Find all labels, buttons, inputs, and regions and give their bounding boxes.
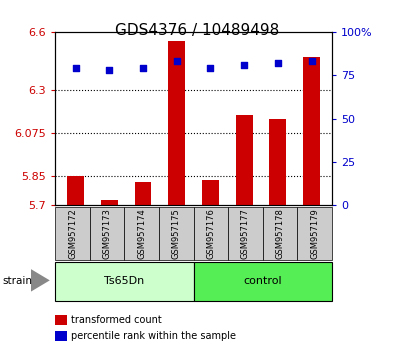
Bar: [67, 176, 84, 205]
Text: GSM957175: GSM957175: [172, 208, 181, 259]
Point: [308, 58, 315, 64]
Point: [140, 65, 146, 71]
Text: GSM957172: GSM957172: [68, 208, 77, 259]
Text: strain: strain: [2, 276, 32, 286]
Bar: [168, 41, 185, 205]
Bar: [135, 182, 151, 205]
Bar: [101, 200, 118, 205]
Point: [275, 60, 281, 66]
Text: GSM957177: GSM957177: [241, 208, 250, 259]
Point: [241, 62, 247, 68]
Point: [106, 67, 113, 73]
Text: percentile rank within the sample: percentile rank within the sample: [71, 331, 236, 341]
Bar: [236, 115, 252, 205]
Text: transformed count: transformed count: [71, 315, 162, 325]
Point: [72, 65, 79, 71]
Bar: [269, 119, 286, 205]
Point: [207, 65, 214, 71]
Text: GSM957176: GSM957176: [206, 208, 215, 259]
Point: [173, 58, 180, 64]
Text: GSM957174: GSM957174: [137, 208, 146, 259]
Text: Ts65Dn: Ts65Dn: [104, 276, 145, 286]
Bar: [202, 180, 219, 205]
Text: control: control: [243, 276, 282, 286]
Text: GDS4376 / 10489498: GDS4376 / 10489498: [115, 23, 280, 38]
Bar: [303, 57, 320, 205]
Text: GSM957178: GSM957178: [275, 208, 284, 259]
Text: GSM957173: GSM957173: [103, 208, 112, 259]
Text: GSM957179: GSM957179: [310, 208, 319, 259]
Polygon shape: [31, 269, 50, 292]
